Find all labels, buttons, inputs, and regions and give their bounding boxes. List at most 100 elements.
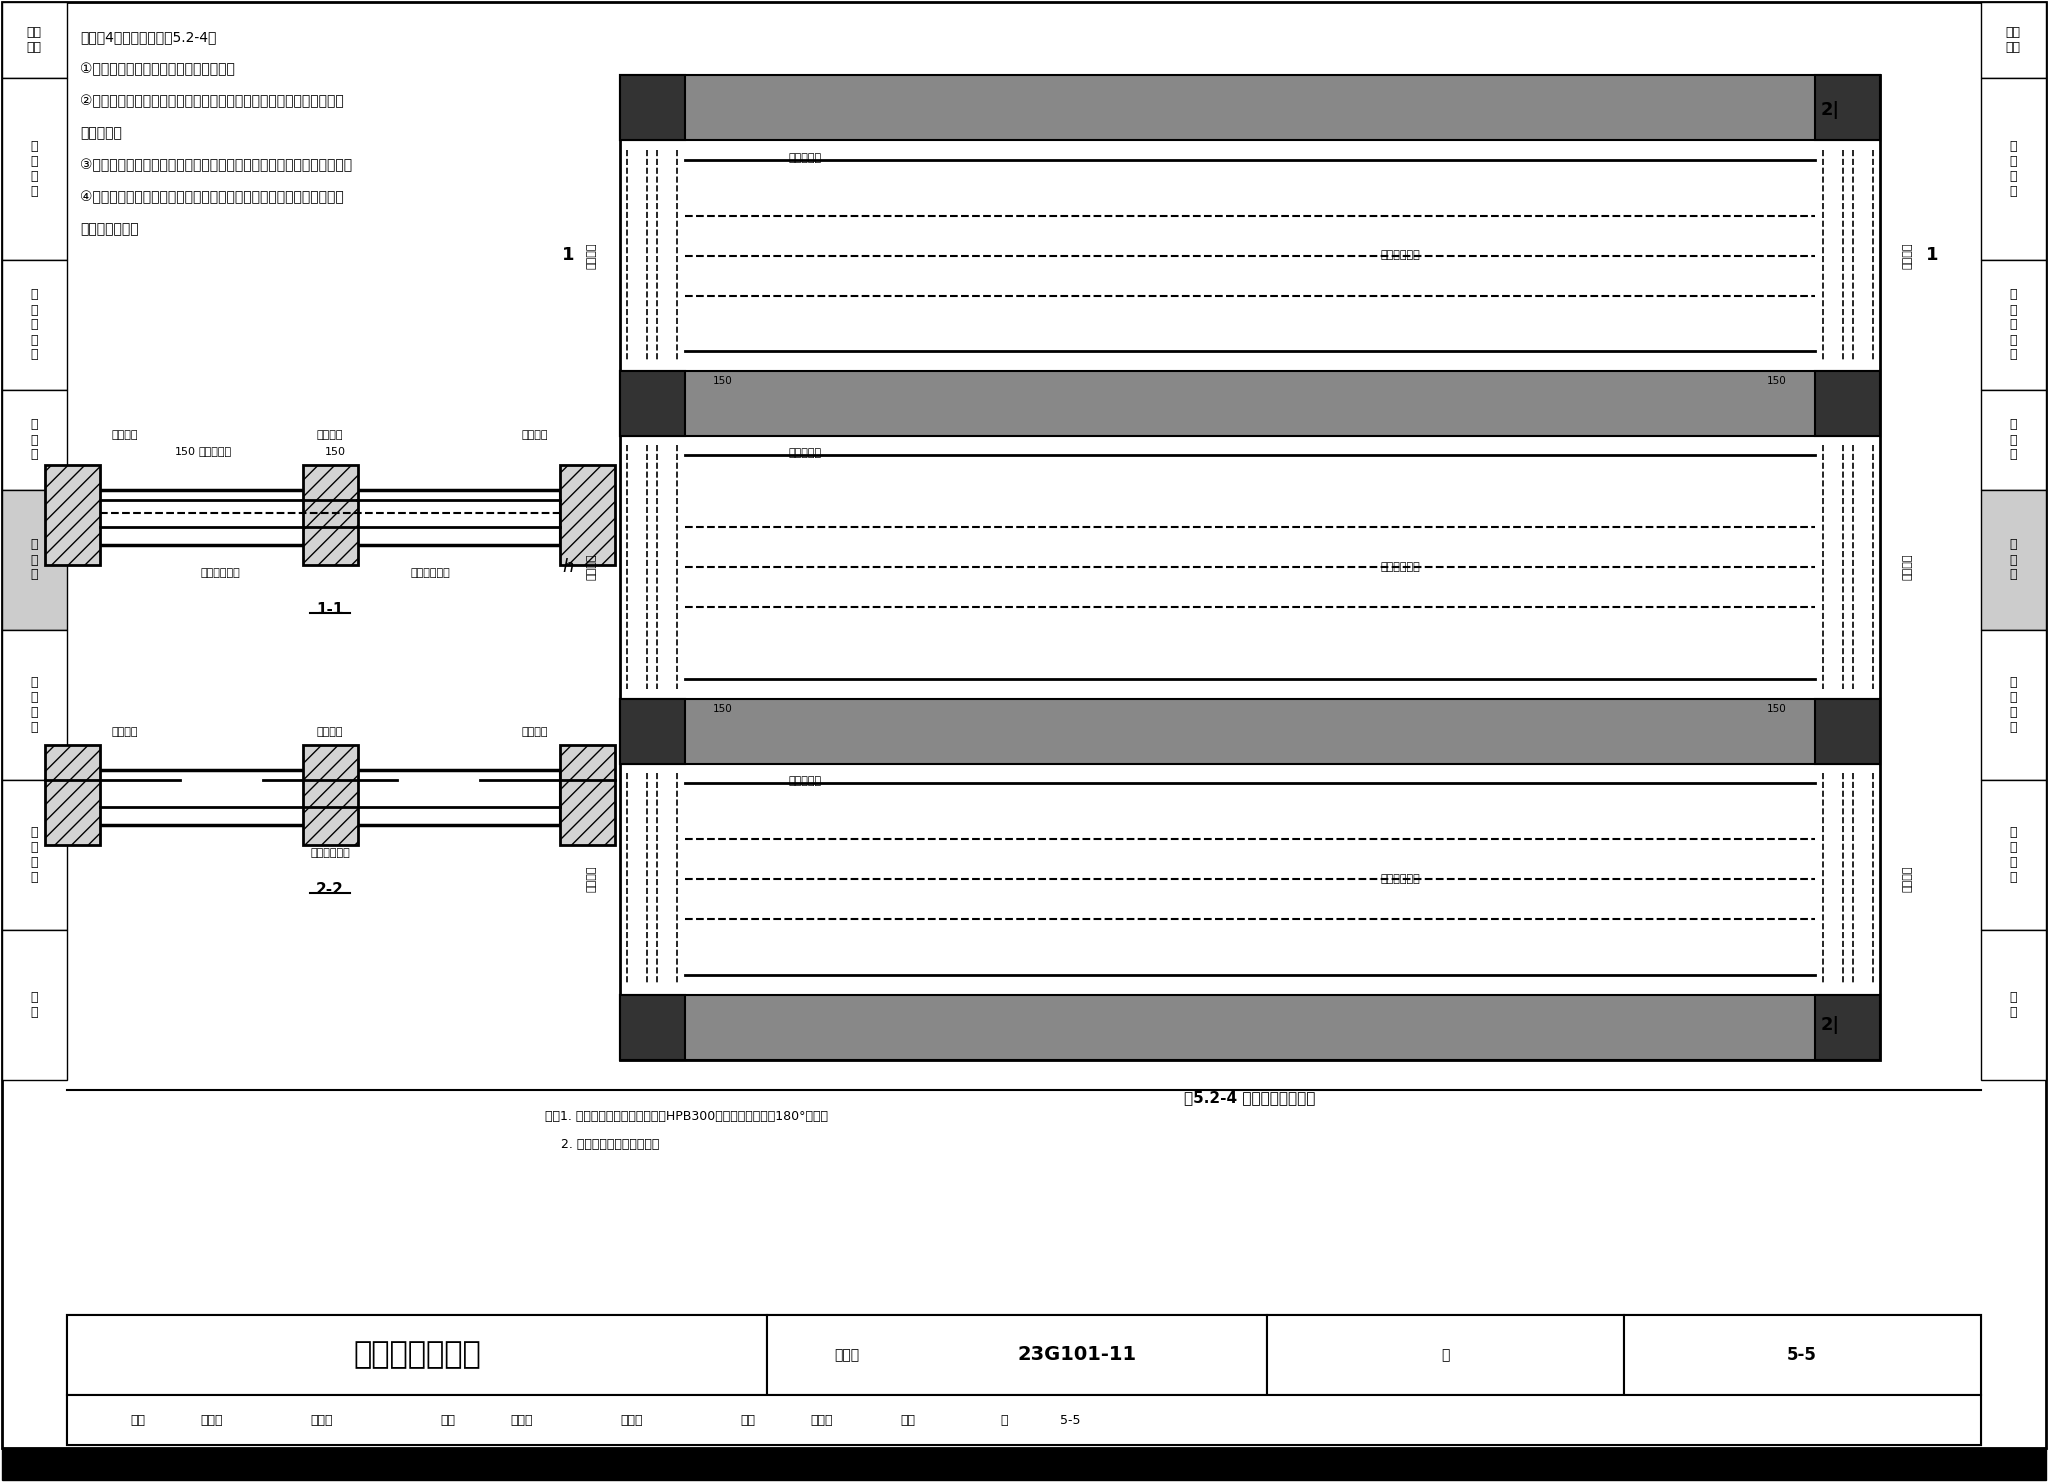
Text: 板下部受力筋: 板下部受力筋 <box>309 848 350 858</box>
Text: 构造钢筋: 构造钢筋 <box>113 430 139 440</box>
Text: 2|: 2| <box>1821 1017 1839 1034</box>
Bar <box>2 931 68 1080</box>
Text: 5-5: 5-5 <box>1788 1346 1817 1363</box>
Text: 审核: 审核 <box>129 1414 145 1427</box>
Text: 设计: 设计 <box>739 1414 756 1427</box>
Bar <box>1815 700 1880 765</box>
Text: 柱
和
节
点: 柱 和 节 点 <box>2009 139 2017 199</box>
Bar <box>2 1 68 79</box>
Text: 23G101-11: 23G101-11 <box>1018 1346 1137 1365</box>
Bar <box>621 76 1880 1060</box>
Text: 构造钢筋: 构造钢筋 <box>588 865 598 892</box>
Text: 【示例4】单向板，见图5.2-4。: 【示例4】单向板，见图5.2-4。 <box>80 30 217 44</box>
Text: 板下部分布筋: 板下部分布筋 <box>1380 874 1419 883</box>
Text: 页: 页 <box>999 1414 1008 1427</box>
Text: 富士淮: 富士淮 <box>309 1414 332 1427</box>
Text: 剪
力
墙
构
造: 剪 力 墙 构 造 <box>31 289 37 362</box>
Bar <box>2 259 68 390</box>
Bar <box>2 79 68 259</box>
Bar <box>68 1315 1980 1445</box>
Text: 150: 150 <box>174 448 195 456</box>
Text: 李增银: 李增银 <box>510 1414 532 1427</box>
Bar <box>1268 1315 1624 1395</box>
Bar <box>1624 1315 1980 1395</box>
Bar <box>2 780 68 931</box>
Bar <box>1815 76 1880 139</box>
Text: ④单向板长向板底、支座负弯矩钢筋或板面构造钢筋的垂直方向，还应: ④单向板长向板底、支座负弯矩钢筋或板面构造钢筋的垂直方向，还应 <box>80 190 344 205</box>
Text: 板下部受力筋: 板下部受力筋 <box>201 568 240 578</box>
Text: 2. 图中未表达温度收缩筋。: 2. 图中未表达温度收缩筋。 <box>545 1138 659 1152</box>
Text: 附
录: 附 录 <box>2009 991 2017 1020</box>
Text: 校对: 校对 <box>440 1414 455 1427</box>
Text: 板下部分布筋: 板下部分布筋 <box>1380 250 1419 261</box>
Text: 肖军器: 肖军器 <box>811 1414 831 1427</box>
Text: 弯矩钢筋。: 弯矩钢筋。 <box>80 126 123 139</box>
Bar <box>2 1448 2046 1481</box>
Text: 1-1: 1-1 <box>315 603 344 618</box>
Bar <box>621 76 1880 139</box>
Text: 板
构
造: 板 构 造 <box>2009 538 2017 581</box>
Bar <box>621 700 684 765</box>
Text: 构造钢筋: 构造钢筋 <box>588 242 598 268</box>
Text: 附
录: 附 录 <box>31 991 37 1020</box>
Text: 基
础
构
造: 基 础 构 造 <box>2009 676 2017 734</box>
Bar <box>1980 931 2046 1080</box>
Text: ③按简支计算的端支座、单向板长方向支座，应配置支座板面构造钢筋。: ③按简支计算的端支座、单向板长方向支座，应配置支座板面构造钢筋。 <box>80 159 352 172</box>
Text: 图5.2-4 单向板配筋平面图: 图5.2-4 单向板配筋平面图 <box>1184 1091 1315 1106</box>
Bar <box>2 390 68 491</box>
Text: 5-5: 5-5 <box>1061 1414 1081 1427</box>
Text: 构造钢筋: 构造钢筋 <box>1903 242 1913 268</box>
Bar <box>559 745 614 845</box>
Text: 本板板: 本板板 <box>621 1414 643 1427</box>
Text: 支座负筋: 支座负筋 <box>113 728 139 737</box>
Text: 150: 150 <box>324 448 346 456</box>
Text: 150: 150 <box>713 376 733 385</box>
Text: 支座负筋: 支座负筋 <box>317 728 344 737</box>
Text: 2|: 2| <box>1821 101 1839 119</box>
Text: 2-2: 2-2 <box>315 882 344 898</box>
Text: 负筋分布筋: 负筋分布筋 <box>199 448 231 456</box>
Text: 基
础
构
造: 基 础 构 造 <box>31 676 37 734</box>
Bar <box>68 1395 1980 1445</box>
Text: ②单向板中间支座以及按嵌固设计的端支座，应在板顶面另配置支座负: ②单向板中间支座以及按嵌固设计的端支座，应在板顶面另配置支座负 <box>80 93 344 108</box>
Bar <box>68 1315 768 1395</box>
Text: 1: 1 <box>1925 246 1937 264</box>
Bar <box>1980 491 2046 630</box>
Text: 板下部分布筋: 板下部分布筋 <box>1380 562 1419 572</box>
Bar <box>1980 390 2046 491</box>
Text: 板
构
造: 板 构 造 <box>31 538 37 581</box>
Text: 布置分布钢筋。: 布置分布钢筋。 <box>80 222 139 236</box>
Text: 梁
构
造: 梁 构 造 <box>2009 418 2017 461</box>
Bar <box>621 700 1880 765</box>
Text: 高志强: 高志强 <box>201 1414 223 1427</box>
Bar <box>1980 780 2046 931</box>
Bar <box>45 465 100 565</box>
Text: 构造钢筋: 构造钢筋 <box>1903 865 1913 892</box>
Text: h: h <box>563 559 573 576</box>
Bar <box>1980 1 2046 79</box>
Text: 构造钢筋: 构造钢筋 <box>522 430 549 440</box>
Text: 楼
梯
构
造: 楼 梯 构 造 <box>31 825 37 883</box>
Text: 一般
构造: 一般 构造 <box>27 27 41 53</box>
Bar <box>1980 259 2046 390</box>
Text: 构造钢筋: 构造钢筋 <box>1903 554 1913 581</box>
Bar <box>559 465 614 565</box>
Text: 150: 150 <box>1767 376 1786 385</box>
Bar <box>621 994 684 1060</box>
Text: 剪
力
墙
构
造: 剪 力 墙 构 造 <box>2009 289 2017 362</box>
Text: 150: 150 <box>1767 704 1786 714</box>
Text: 楼
梯
构
造: 楼 梯 构 造 <box>2009 825 2017 883</box>
Text: 一般
构造: 一般 构造 <box>2005 27 2021 53</box>
Text: 注：1. 当板下部纵向受力钢筋采用HPB300级时，其末端应做180°弯钩。: 注：1. 当板下部纵向受力钢筋采用HPB300级时，其末端应做180°弯钩。 <box>545 1110 827 1123</box>
Bar <box>45 745 100 845</box>
Bar <box>621 370 1880 436</box>
Bar <box>303 465 358 565</box>
Text: 支座负筋: 支座负筋 <box>522 728 549 737</box>
Text: 150: 150 <box>713 704 733 714</box>
Text: 1: 1 <box>561 246 573 264</box>
Text: 负筋分布筋: 负筋分布筋 <box>788 777 821 785</box>
Text: 朝点: 朝点 <box>899 1414 915 1427</box>
Bar <box>621 370 684 436</box>
Bar <box>621 76 684 139</box>
Bar <box>1815 370 1880 436</box>
